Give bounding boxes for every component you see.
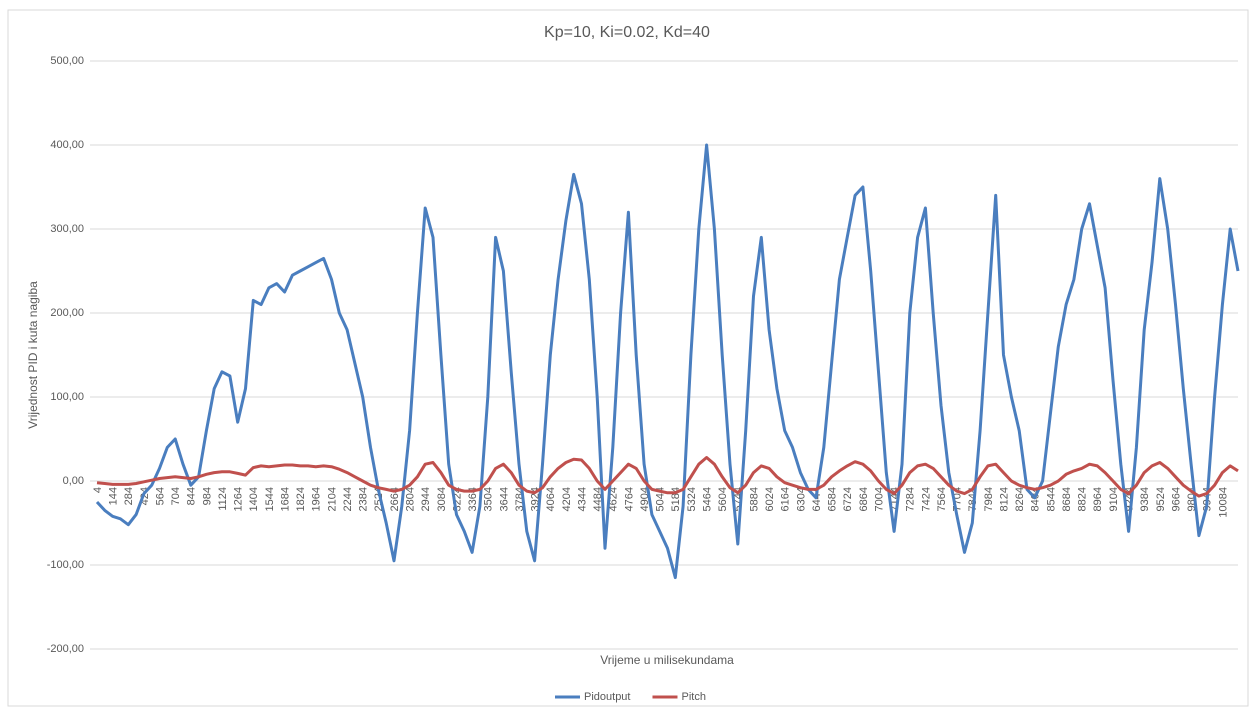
x-tick-label: 6584 [827, 487, 839, 511]
x-tick-label: 6024 [764, 487, 776, 511]
x-tick-label: 6304 [795, 487, 807, 511]
x-tick-label: 284 [123, 487, 135, 505]
x-tick-label: 844 [186, 487, 198, 505]
x-tick-label: 1684 [279, 487, 291, 511]
x-tick-label: 984 [201, 487, 213, 505]
x-tick-label: 7564 [936, 487, 948, 511]
x-tick-label: 6724 [842, 487, 854, 511]
x-tick-label: 5884 [748, 487, 760, 511]
x-axis-title: Vrijeme u milisekundama [600, 653, 734, 667]
y-tick-label: 500,00 [50, 55, 84, 67]
y-axis-title: Vrijednost PID i kuta nagiba [26, 281, 40, 429]
legend-label: Pitch [681, 691, 705, 703]
series-line [96, 456, 1239, 498]
x-tick-label: 3504 [483, 487, 495, 511]
x-tick-label: 2664 [389, 487, 401, 511]
y-tick-label: 300,00 [50, 223, 84, 235]
chart-frame [7, 9, 1249, 707]
x-tick-label: 1824 [295, 487, 307, 511]
y-tick-label: 400,00 [50, 139, 84, 151]
x-tick-label: 4764 [623, 487, 635, 511]
x-tick-label: 4204 [561, 487, 573, 511]
x-tick-label: 7424 [920, 487, 932, 511]
y-tick-label: -200,00 [47, 643, 84, 655]
x-tick-label: 9104 [1108, 487, 1120, 511]
x-tick-label: 7984 [983, 487, 995, 511]
x-tick-label: 2384 [358, 487, 370, 511]
x-tick-label: 1544 [264, 487, 276, 511]
x-tick-label: 4 [92, 487, 104, 493]
x-tick-label: 1964 [311, 487, 323, 511]
x-tick-label: 5604 [717, 487, 729, 511]
x-tick-label: 564 [154, 487, 166, 505]
x-tick-label: 6164 [780, 487, 792, 511]
x-tick-label: 3084 [436, 487, 448, 511]
x-tick-label: 7284 [905, 487, 917, 511]
y-tick-label: -100,00 [47, 559, 84, 571]
x-tick-label: 3644 [498, 487, 510, 511]
x-tick-label: 1124 [217, 487, 229, 511]
x-tick-label: 5324 [686, 487, 698, 511]
x-tick-label: 704 [170, 487, 182, 505]
x-tick-label: 2104 [326, 487, 338, 511]
x-tick-label: 2804 [405, 487, 417, 511]
x-tick-label: 8964 [1092, 487, 1104, 511]
x-tick-label: 1404 [248, 487, 260, 511]
x-tick-label: 6864 [858, 487, 870, 511]
x-tick-label: 1264 [233, 487, 245, 511]
y-tick-label: 0,00 [63, 475, 84, 487]
x-tick-label: 3364 [467, 487, 479, 511]
x-tick-label: 9524 [1155, 487, 1167, 511]
x-tick-label: 9664 [1170, 487, 1182, 511]
y-tick-label: 200,00 [50, 307, 84, 319]
series-line [95, 143, 1240, 580]
y-tick-label: 100,00 [50, 391, 84, 403]
x-tick-label: 2244 [342, 487, 354, 511]
x-tick-label: 7004 [873, 487, 885, 511]
x-tick-label: 4344 [576, 487, 588, 511]
x-tick-label: 8124 [998, 487, 1010, 511]
x-tick-label: 8824 [1077, 487, 1089, 511]
x-tick-label: 5464 [701, 487, 713, 511]
x-tick-label: 4064 [545, 487, 557, 511]
x-tick-label: 144 [108, 487, 120, 505]
x-tick-label: 2944 [420, 487, 432, 511]
x-tick-label: 8544 [1045, 487, 1057, 511]
x-tick-label: 10084 [1217, 487, 1229, 518]
x-tick-label: 9384 [1139, 487, 1151, 511]
x-tick-label: 8684 [1061, 487, 1073, 511]
x-tick-label: 8264 [1014, 487, 1026, 511]
chart-title: Kp=10, Ki=0.02, Kd=40 [544, 24, 710, 41]
x-tick-label: 8404 [1030, 487, 1042, 511]
legend-label: Pidoutput [584, 691, 630, 703]
x-tick-label: 6444 [811, 487, 823, 511]
